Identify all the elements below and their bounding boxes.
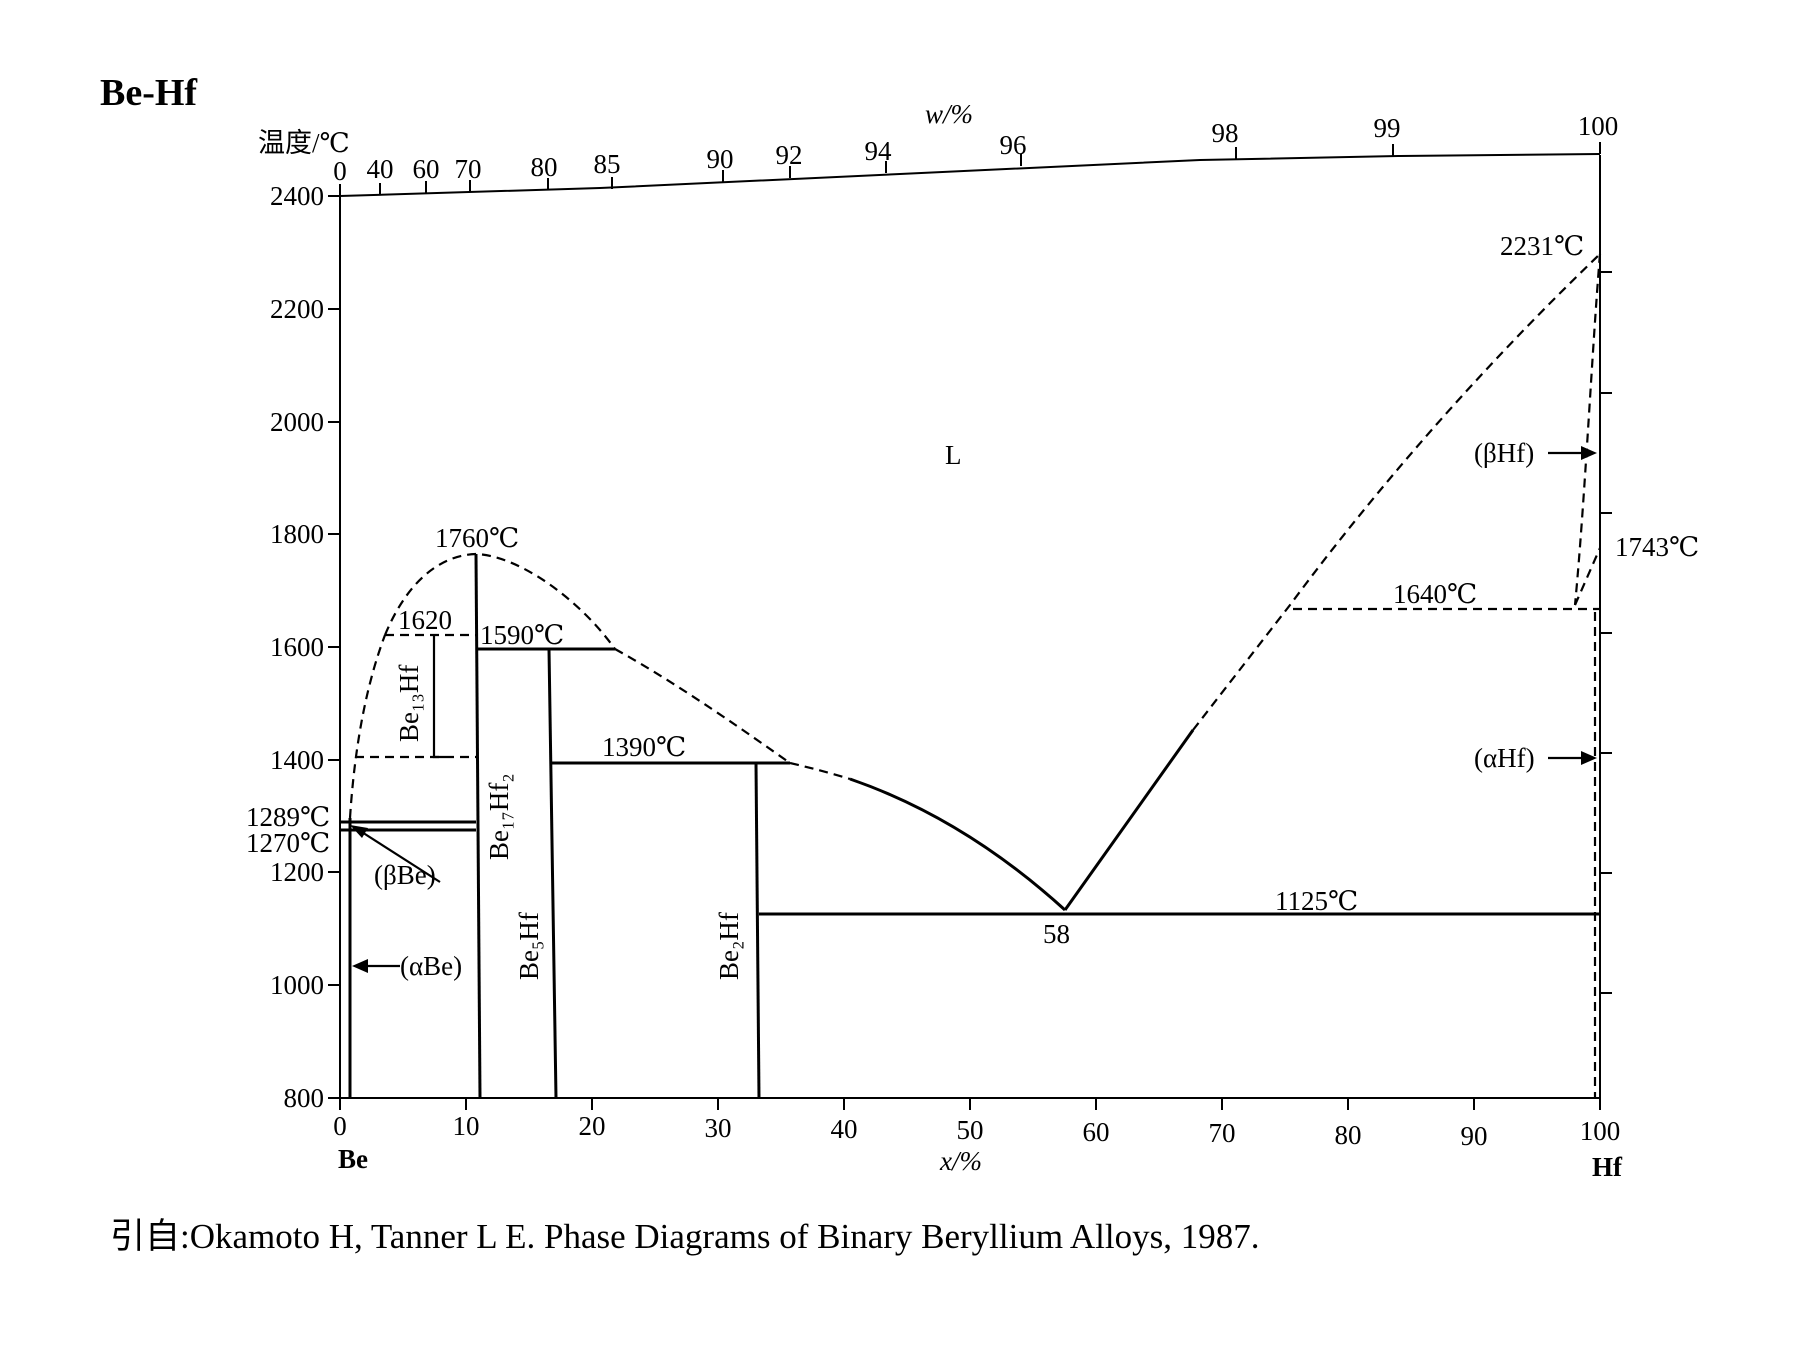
- diagram-title: Be-Hf: [100, 72, 198, 114]
- x-tick-label: 80: [1335, 1120, 1362, 1150]
- w-axis-label: w/%: [925, 99, 973, 129]
- w-tick-label: 70: [455, 154, 482, 184]
- y-tick-label: 2000: [270, 407, 324, 437]
- be2hf-label: Be₂Hf: [714, 912, 744, 980]
- liquidus-dome: [383, 552, 616, 650]
- w-tick-label: 92: [776, 140, 803, 170]
- liquidus-to-eutectic: [849, 777, 1067, 912]
- liquidus-1390-dash: [789, 761, 851, 781]
- temp-1390-label: 1390℃: [602, 732, 686, 762]
- y-tick-label: 800: [284, 1083, 325, 1113]
- element-be-label: Be: [338, 1144, 368, 1174]
- liquid-label: L: [945, 440, 962, 470]
- y-tick-label: 1400: [270, 745, 324, 775]
- be2hf-line: [754, 762, 761, 1099]
- be5hf-label: Be₅Hf: [514, 912, 544, 980]
- right-ticks: [1600, 271, 1612, 994]
- liquidus-hf-solid: [1063, 729, 1195, 911]
- w-tick-label: 100: [1578, 111, 1619, 141]
- x-tick-label: 100: [1580, 1116, 1621, 1146]
- beta-hf-label: (βHf): [1474, 438, 1534, 468]
- temp-1760-label: 1760℃: [435, 523, 519, 553]
- hf-1743-boundary: [1573, 547, 1602, 606]
- y-tick-label: 1800: [270, 519, 324, 549]
- w-tick-label: 85: [594, 149, 621, 179]
- beta-be-label: (βBe): [374, 860, 436, 890]
- w-tick-label: 98: [1212, 118, 1239, 148]
- w-tick-label: 60: [413, 154, 440, 184]
- x-tick-label: 90: [1461, 1121, 1488, 1151]
- temp-2231-label: 2231℃: [1500, 231, 1584, 261]
- w-tick-label: 40: [367, 154, 394, 184]
- w-tick-label: 96: [1000, 130, 1027, 160]
- y-tick-label: 2200: [270, 294, 324, 324]
- w-tick-labels: 0 40 60 70 80 85 90 92 94 96 98 99 100: [333, 111, 1618, 186]
- y-tick-labels: 2400 2200 2000 1800 1600 1400 1200 1000 …: [270, 181, 324, 1113]
- x-tick-labels: 0 10 20 30 40 50 60 70 80 90 100: [333, 1111, 1620, 1151]
- x-tick-label: 50: [957, 1115, 984, 1145]
- be13hf-label: Be₁₃Hf: [394, 665, 424, 742]
- x-tick-label: 20: [579, 1111, 606, 1141]
- y-tick-label: 1600: [270, 632, 324, 662]
- x-tick-label: 10: [453, 1111, 480, 1141]
- eutectic-composition-label: 58: [1043, 919, 1070, 949]
- y-ticks: [328, 195, 340, 1099]
- x-tick-label: 0: [333, 1111, 347, 1141]
- w-ticks: [339, 142, 1601, 196]
- temp-1270-label: 1270℃: [246, 828, 330, 858]
- temp-1590-label: 1590℃: [480, 620, 564, 650]
- x-tick-label: 40: [831, 1114, 858, 1144]
- be17hf2-line: [474, 553, 482, 1099]
- arrows: [350, 446, 1597, 973]
- x-tick-label: 70: [1209, 1118, 1236, 1148]
- liquidus-hf-dash: [1192, 253, 1601, 731]
- phase-labels: L 2231℃ 1760℃ 1620 1590℃ 1390℃ 1289℃ 127…: [246, 231, 1699, 981]
- temp-1125-label: 1125℃: [1275, 886, 1358, 916]
- x-tick-label: 60: [1083, 1117, 1110, 1147]
- w-tick-label: 0: [333, 156, 347, 186]
- element-hf-label: Hf: [1592, 1152, 1623, 1182]
- y-axis-label: 温度/℃: [258, 128, 350, 158]
- temp-1620-label: 1620: [398, 605, 452, 635]
- w-tick-label: 99: [1374, 113, 1401, 143]
- temp-1743-label: 1743℃: [1615, 532, 1699, 562]
- liquidus-mid: [614, 648, 791, 764]
- be13hf-line: [432, 635, 445, 759]
- be5hf-line: [547, 648, 558, 1099]
- temp-1640-label: 1640℃: [1393, 579, 1477, 609]
- temp-1289-label: 1289℃: [246, 802, 330, 832]
- x-tick-label: 30: [705, 1113, 732, 1143]
- w-tick-label: 90: [707, 144, 734, 174]
- w-tick-label: 94: [865, 136, 893, 166]
- y-tick-label: 2400: [270, 181, 324, 211]
- w-tick-label: 80: [531, 152, 558, 182]
- y-tick-label: 1200: [270, 857, 324, 887]
- citation-caption: 引自:Okamoto H, Tanner L E. Phase Diagrams…: [110, 1217, 1260, 1256]
- be17hf2-label: Be₁₇Hf₂: [484, 773, 514, 860]
- alpha-hf-label: (αHf): [1474, 743, 1535, 773]
- x-axis-label: x/%: [939, 1146, 982, 1176]
- w-axis-line: [339, 153, 1601, 197]
- beta-hf-boundary: [1573, 253, 1602, 606]
- x-ticks: [339, 1098, 1601, 1110]
- liquidus-be-side: [348, 634, 387, 819]
- y-tick-label: 1000: [270, 970, 324, 1000]
- alpha-be-label: (αBe): [400, 951, 462, 981]
